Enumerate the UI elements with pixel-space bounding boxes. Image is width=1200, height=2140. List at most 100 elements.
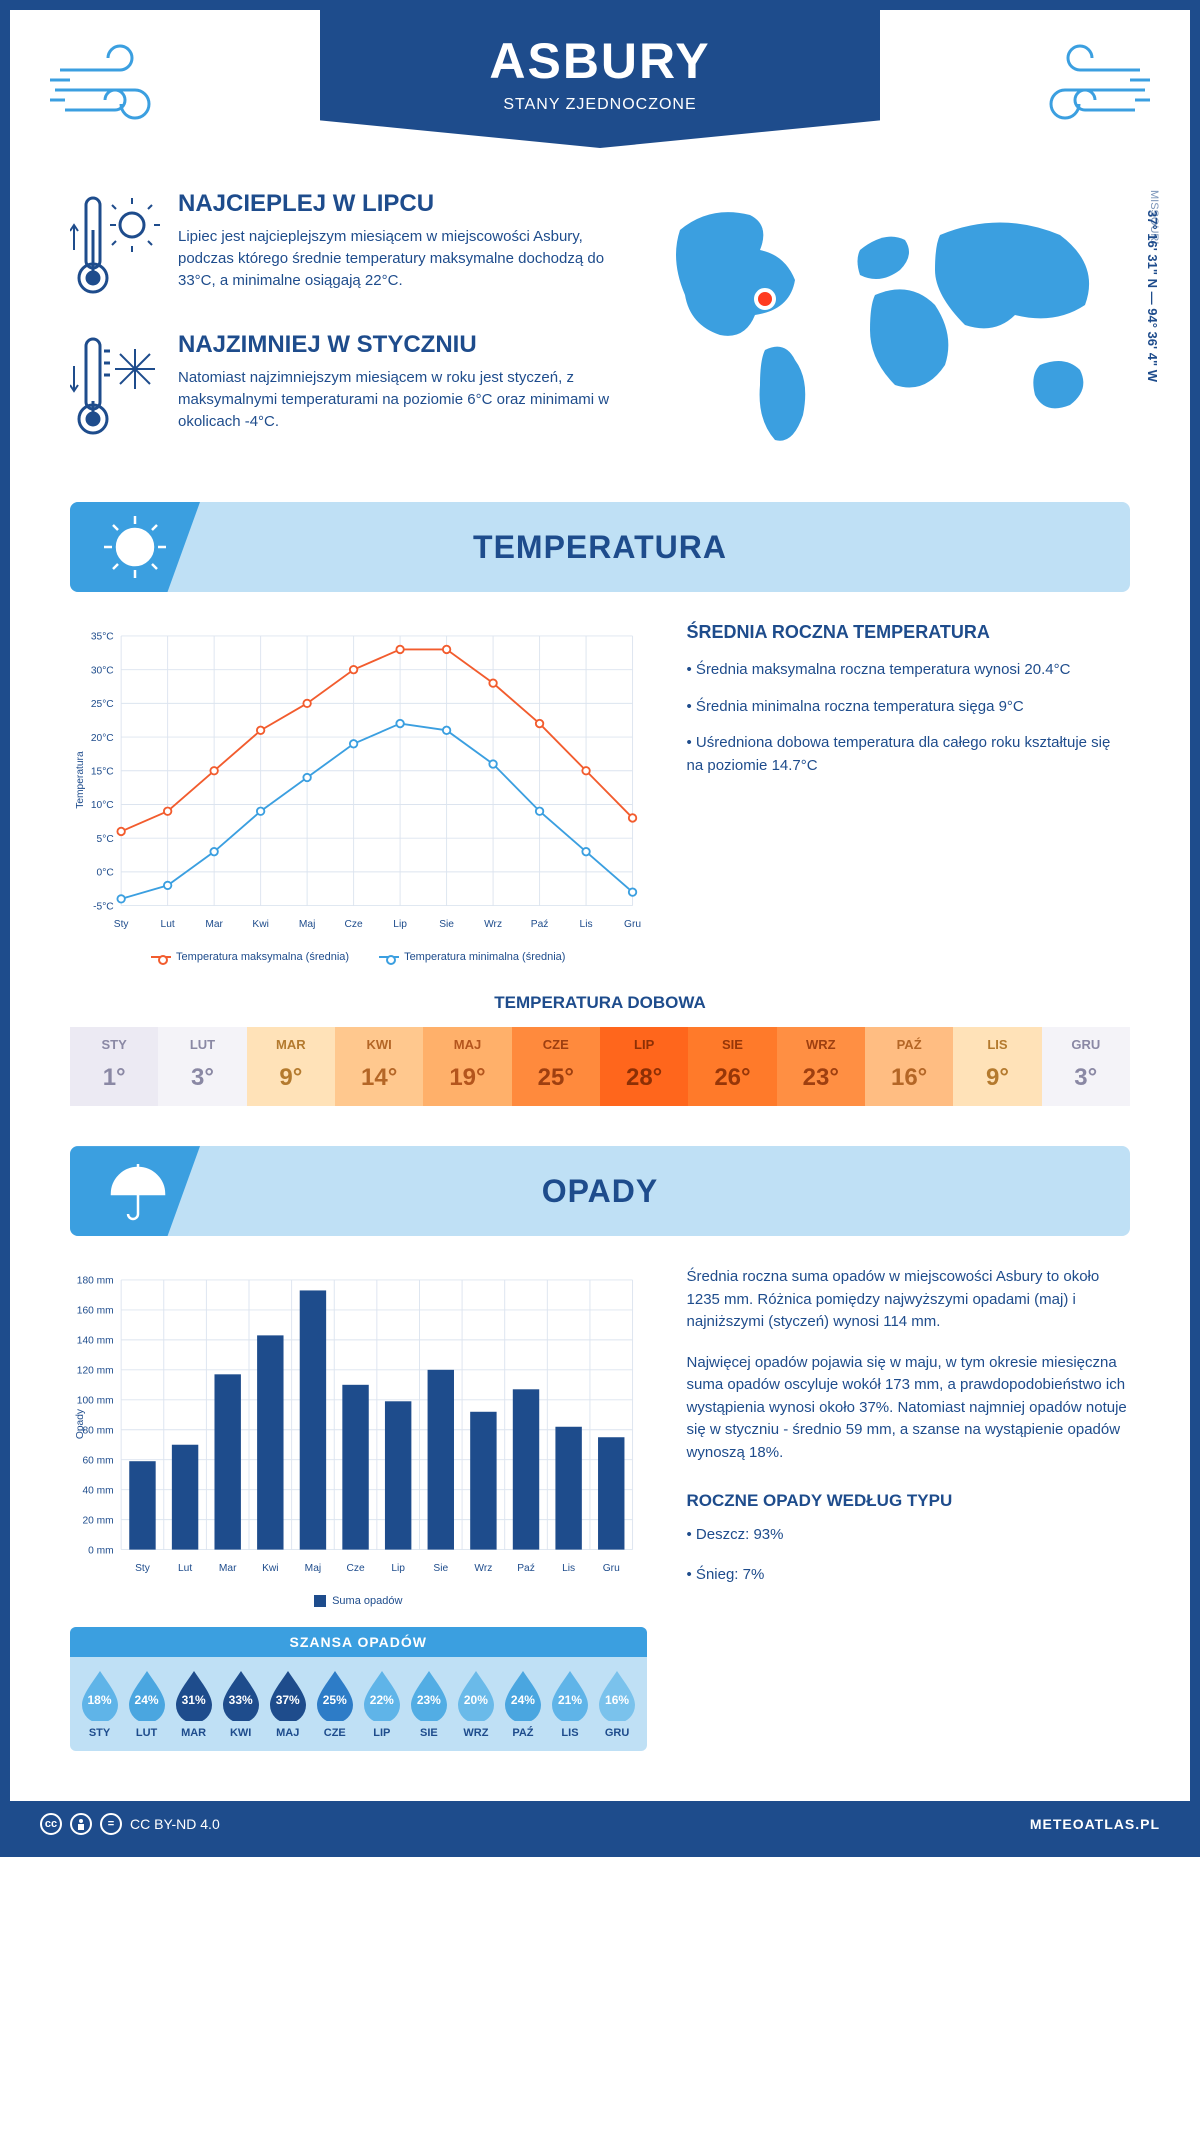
daily-temp-cell: MAR 9° (247, 1027, 335, 1106)
cc-icon: cc (40, 1813, 62, 1835)
daily-temp-heading: TEMPERATURA DOBOWA (70, 993, 1130, 1013)
precip-type-item: • Śnieg: 7% (687, 1564, 1130, 1587)
daily-temperature-table: TEMPERATURA DOBOWA STY1°LUT3°MAR9°KWI14°… (70, 993, 1130, 1106)
temp-value: 25° (512, 1064, 600, 1092)
daily-temp-cell: WRZ23° (777, 1027, 865, 1106)
svg-text:20 mm: 20 mm (82, 1515, 113, 1526)
legend-precip: Suma opadów (332, 1595, 402, 1607)
svg-text:140 mm: 140 mm (77, 1336, 114, 1347)
chance-value: 16% (595, 1693, 639, 1707)
chance-drop: 25%CZE (311, 1669, 358, 1739)
svg-text:15°C: 15°C (91, 766, 114, 777)
month-label: MAJ (264, 1727, 311, 1739)
svg-text:Maj: Maj (299, 919, 315, 930)
svg-text:Lis: Lis (580, 919, 593, 930)
svg-text:Lut: Lut (178, 1563, 192, 1574)
precip-paragraph: Najwięcej opadów pojawia się w maju, w t… (687, 1352, 1130, 1465)
svg-text:20°C: 20°C (91, 733, 114, 744)
month-label: GRU (1042, 1037, 1130, 1052)
precip-chance-box: SZANSA OPADÓW 18%STY24%LUT31%MAR33%KWI37… (70, 1627, 647, 1751)
svg-text:80 mm: 80 mm (82, 1426, 113, 1437)
temperature-stats: ŚREDNIA ROCZNA TEMPERATURA • Średnia mak… (687, 622, 1130, 963)
site-name: METEOATLAS.PL (1030, 1816, 1160, 1832)
month-label: LIP (600, 1037, 688, 1052)
header: ASBURY STANY ZJEDNOCZONE (10, 10, 1190, 190)
world-map-icon (650, 190, 1130, 450)
location-marker-icon (756, 290, 774, 308)
svg-text:Paź: Paź (517, 1563, 535, 1574)
chance-drop: 33%KWI (217, 1669, 264, 1739)
month-label: GRU (594, 1727, 641, 1739)
svg-text:0°C: 0°C (97, 868, 114, 879)
license-text: CC BY-ND 4.0 (130, 1816, 220, 1832)
svg-text:Maj: Maj (305, 1563, 321, 1574)
temp-value: 28° (600, 1064, 688, 1092)
title-banner: ASBURY STANY ZJEDNOCZONE (320, 10, 880, 148)
legend-max: Temperatura maksymalna (średnia) (176, 951, 349, 963)
month-label: MAJ (423, 1037, 511, 1052)
chance-drop: 21% LIS (546, 1669, 593, 1739)
precip-paragraph: Średnia roczna suma opadów w miejscowośc… (687, 1266, 1130, 1334)
svg-text:Mar: Mar (219, 1563, 237, 1574)
month-label: LUT (158, 1037, 246, 1052)
svg-text:100 mm: 100 mm (77, 1396, 114, 1407)
temp-value: 26° (688, 1064, 776, 1092)
svg-text:Sty: Sty (135, 1563, 151, 1574)
daily-temp-cell: KWI14° (335, 1027, 423, 1106)
svg-text:160 mm: 160 mm (77, 1306, 114, 1317)
temp-value: 23° (777, 1064, 865, 1092)
chance-drop: 18%STY (76, 1669, 123, 1739)
footer: cc = CC BY-ND 4.0 METEOATLAS.PL (10, 1801, 1190, 1847)
chance-drop: 20%WRZ (452, 1669, 499, 1739)
precipitation-banner: OPADY (70, 1146, 1130, 1236)
chance-value: 21% (548, 1693, 592, 1707)
month-label: PAŹ (499, 1727, 546, 1739)
daily-temp-cell: SIE26° (688, 1027, 776, 1106)
svg-text:40 mm: 40 mm (82, 1486, 113, 1497)
by-icon (70, 1813, 92, 1835)
svg-text:Gru: Gru (624, 919, 641, 930)
temp-value: 3° (158, 1064, 246, 1092)
svg-text:Lip: Lip (391, 1563, 405, 1574)
temp-value: 14° (335, 1064, 423, 1092)
month-label: MAR (247, 1037, 335, 1052)
chance-heading: SZANSA OPADÓW (70, 1627, 647, 1657)
svg-text:Temperatura: Temperatura (75, 751, 86, 809)
coldest-text: Natomiast najzimniejszym miesiącem w rok… (178, 367, 610, 432)
svg-text:Paź: Paź (531, 919, 549, 930)
precip-type-heading: ROCZNE OPADY WEDŁUG TYPU (687, 1488, 1130, 1514)
temp-value: 3° (1042, 1064, 1130, 1092)
svg-text:-5°C: -5°C (93, 901, 114, 912)
month-label: PAŹ (865, 1037, 953, 1052)
precip-info: Średnia roczna suma opadów w miejscowośc… (687, 1266, 1130, 1751)
temp-value: 9° (247, 1064, 335, 1092)
daily-temp-cell: GRU 3° (1042, 1027, 1130, 1106)
svg-text:Kwi: Kwi (262, 1563, 278, 1574)
svg-text:Sty: Sty (114, 919, 130, 930)
svg-text:Gru: Gru (603, 1563, 620, 1574)
daily-temp-cell: CZE25° (512, 1027, 600, 1106)
svg-text:Lip: Lip (393, 919, 407, 930)
svg-text:35°C: 35°C (91, 632, 114, 643)
svg-text:Cze: Cze (345, 919, 363, 930)
coldest-block: NAJZIMNIEJ W STYCZNIU Natomiast najzimni… (70, 331, 610, 446)
annual-temp-heading: ŚREDNIA ROCZNA TEMPERATURA (687, 622, 1130, 643)
temp-value: 1° (70, 1064, 158, 1092)
chance-drop: 24%LUT (123, 1669, 170, 1739)
temperature-section-title: TEMPERATURA (473, 529, 727, 566)
month-label: MAR (170, 1727, 217, 1739)
month-label: CZE (311, 1727, 358, 1739)
month-label: STY (76, 1727, 123, 1739)
nd-icon: = (100, 1813, 122, 1835)
warmest-text: Lipiec jest najcieplejszym miesiącem w m… (178, 226, 610, 291)
month-label: LUT (123, 1727, 170, 1739)
license-badge: cc = CC BY-ND 4.0 (40, 1813, 220, 1835)
temp-value: 16° (865, 1064, 953, 1092)
month-label: SIE (405, 1727, 452, 1739)
svg-text:Lis: Lis (562, 1563, 575, 1574)
svg-text:Opady: Opady (75, 1408, 86, 1439)
svg-text:0 mm: 0 mm (88, 1545, 114, 1556)
month-label: LIS (546, 1727, 593, 1739)
thermometer-hot-icon (70, 190, 160, 305)
chance-drop: 31%MAR (170, 1669, 217, 1739)
